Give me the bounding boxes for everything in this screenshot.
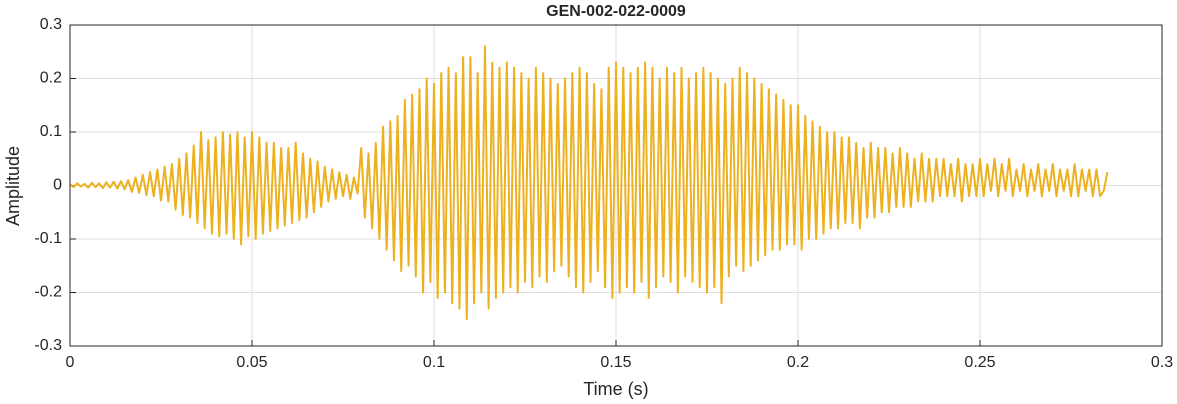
x-tick-label: 0.05: [236, 354, 267, 371]
y-tick-label: 0.1: [40, 123, 62, 140]
plot-frame: [69, 24, 1163, 347]
x-tick-label: 0.3: [1151, 354, 1173, 371]
x-tick-label: 0: [66, 354, 75, 371]
y-tick-label: -0.3: [34, 337, 62, 354]
x-axis-label: Time (s): [583, 379, 648, 399]
y-tick-label: -0.2: [34, 284, 62, 301]
y-tick-label: 0: [53, 177, 62, 194]
chart-title: GEN-002-022-0009: [546, 3, 686, 20]
waveform-line: [69, 45, 1109, 321]
x-tick-label: 0.1: [423, 354, 445, 371]
y-tick-label: -0.1: [34, 230, 62, 247]
x-tick-label: 0.25: [964, 354, 995, 371]
y-tick-label: 0.2: [40, 70, 62, 87]
y-tick-label: 0.3: [40, 16, 62, 33]
y-axis-label: Amplitude: [3, 146, 23, 226]
x-tick-label: 0.15: [600, 354, 631, 371]
x-tick-label: 0.2: [787, 354, 809, 371]
